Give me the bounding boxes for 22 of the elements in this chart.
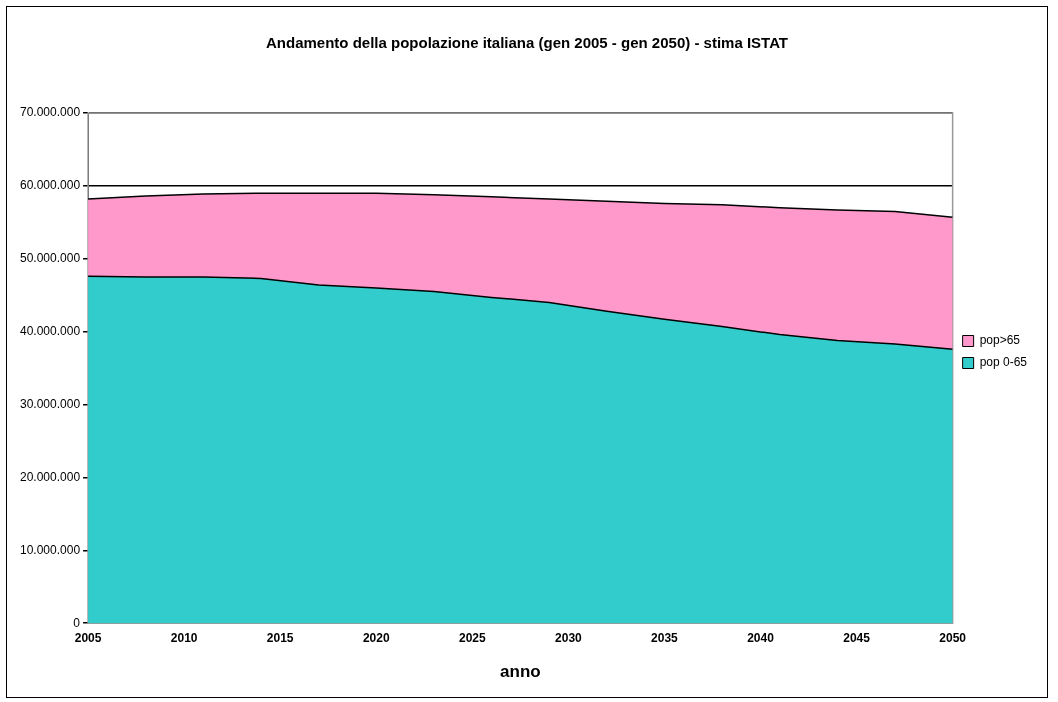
y-tick-label: 40.000.000 — [20, 323, 81, 338]
y-tick-label: 20.000.000 — [20, 469, 81, 484]
x-tick-label: 2030 — [555, 630, 583, 645]
x-tick-label: 2035 — [651, 630, 679, 645]
y-tick-label: 70.000.000 — [20, 105, 81, 120]
x-tick-label: 2005 — [74, 630, 102, 645]
x-tick-label: 2025 — [458, 630, 486, 645]
y-tick-label: 10.000.000 — [20, 542, 81, 557]
x-tick-label: 2010 — [170, 630, 198, 645]
x-tick-label: 2045 — [843, 630, 871, 645]
y-tick-label: 0 — [73, 615, 81, 630]
x-tick-label: 2050 — [939, 630, 967, 645]
x-tick-label: 2015 — [266, 630, 294, 645]
legend-label: pop 0-65 — [979, 355, 1028, 370]
x-tick-label: 2040 — [747, 630, 775, 645]
y-tick-label: 60.000.000 — [20, 178, 81, 193]
x-axis-title: anno — [500, 662, 541, 682]
x-tick-label: 2020 — [362, 630, 390, 645]
legend-label: pop>65 — [979, 333, 1021, 348]
y-tick-label: 30.000.000 — [20, 396, 81, 411]
chart-title: Andamento della popolazione italiana (gen 2005 - gen 2050) - stima ISTAT — [265, 34, 789, 52]
y-tick-label: 50.000.000 — [20, 251, 81, 266]
